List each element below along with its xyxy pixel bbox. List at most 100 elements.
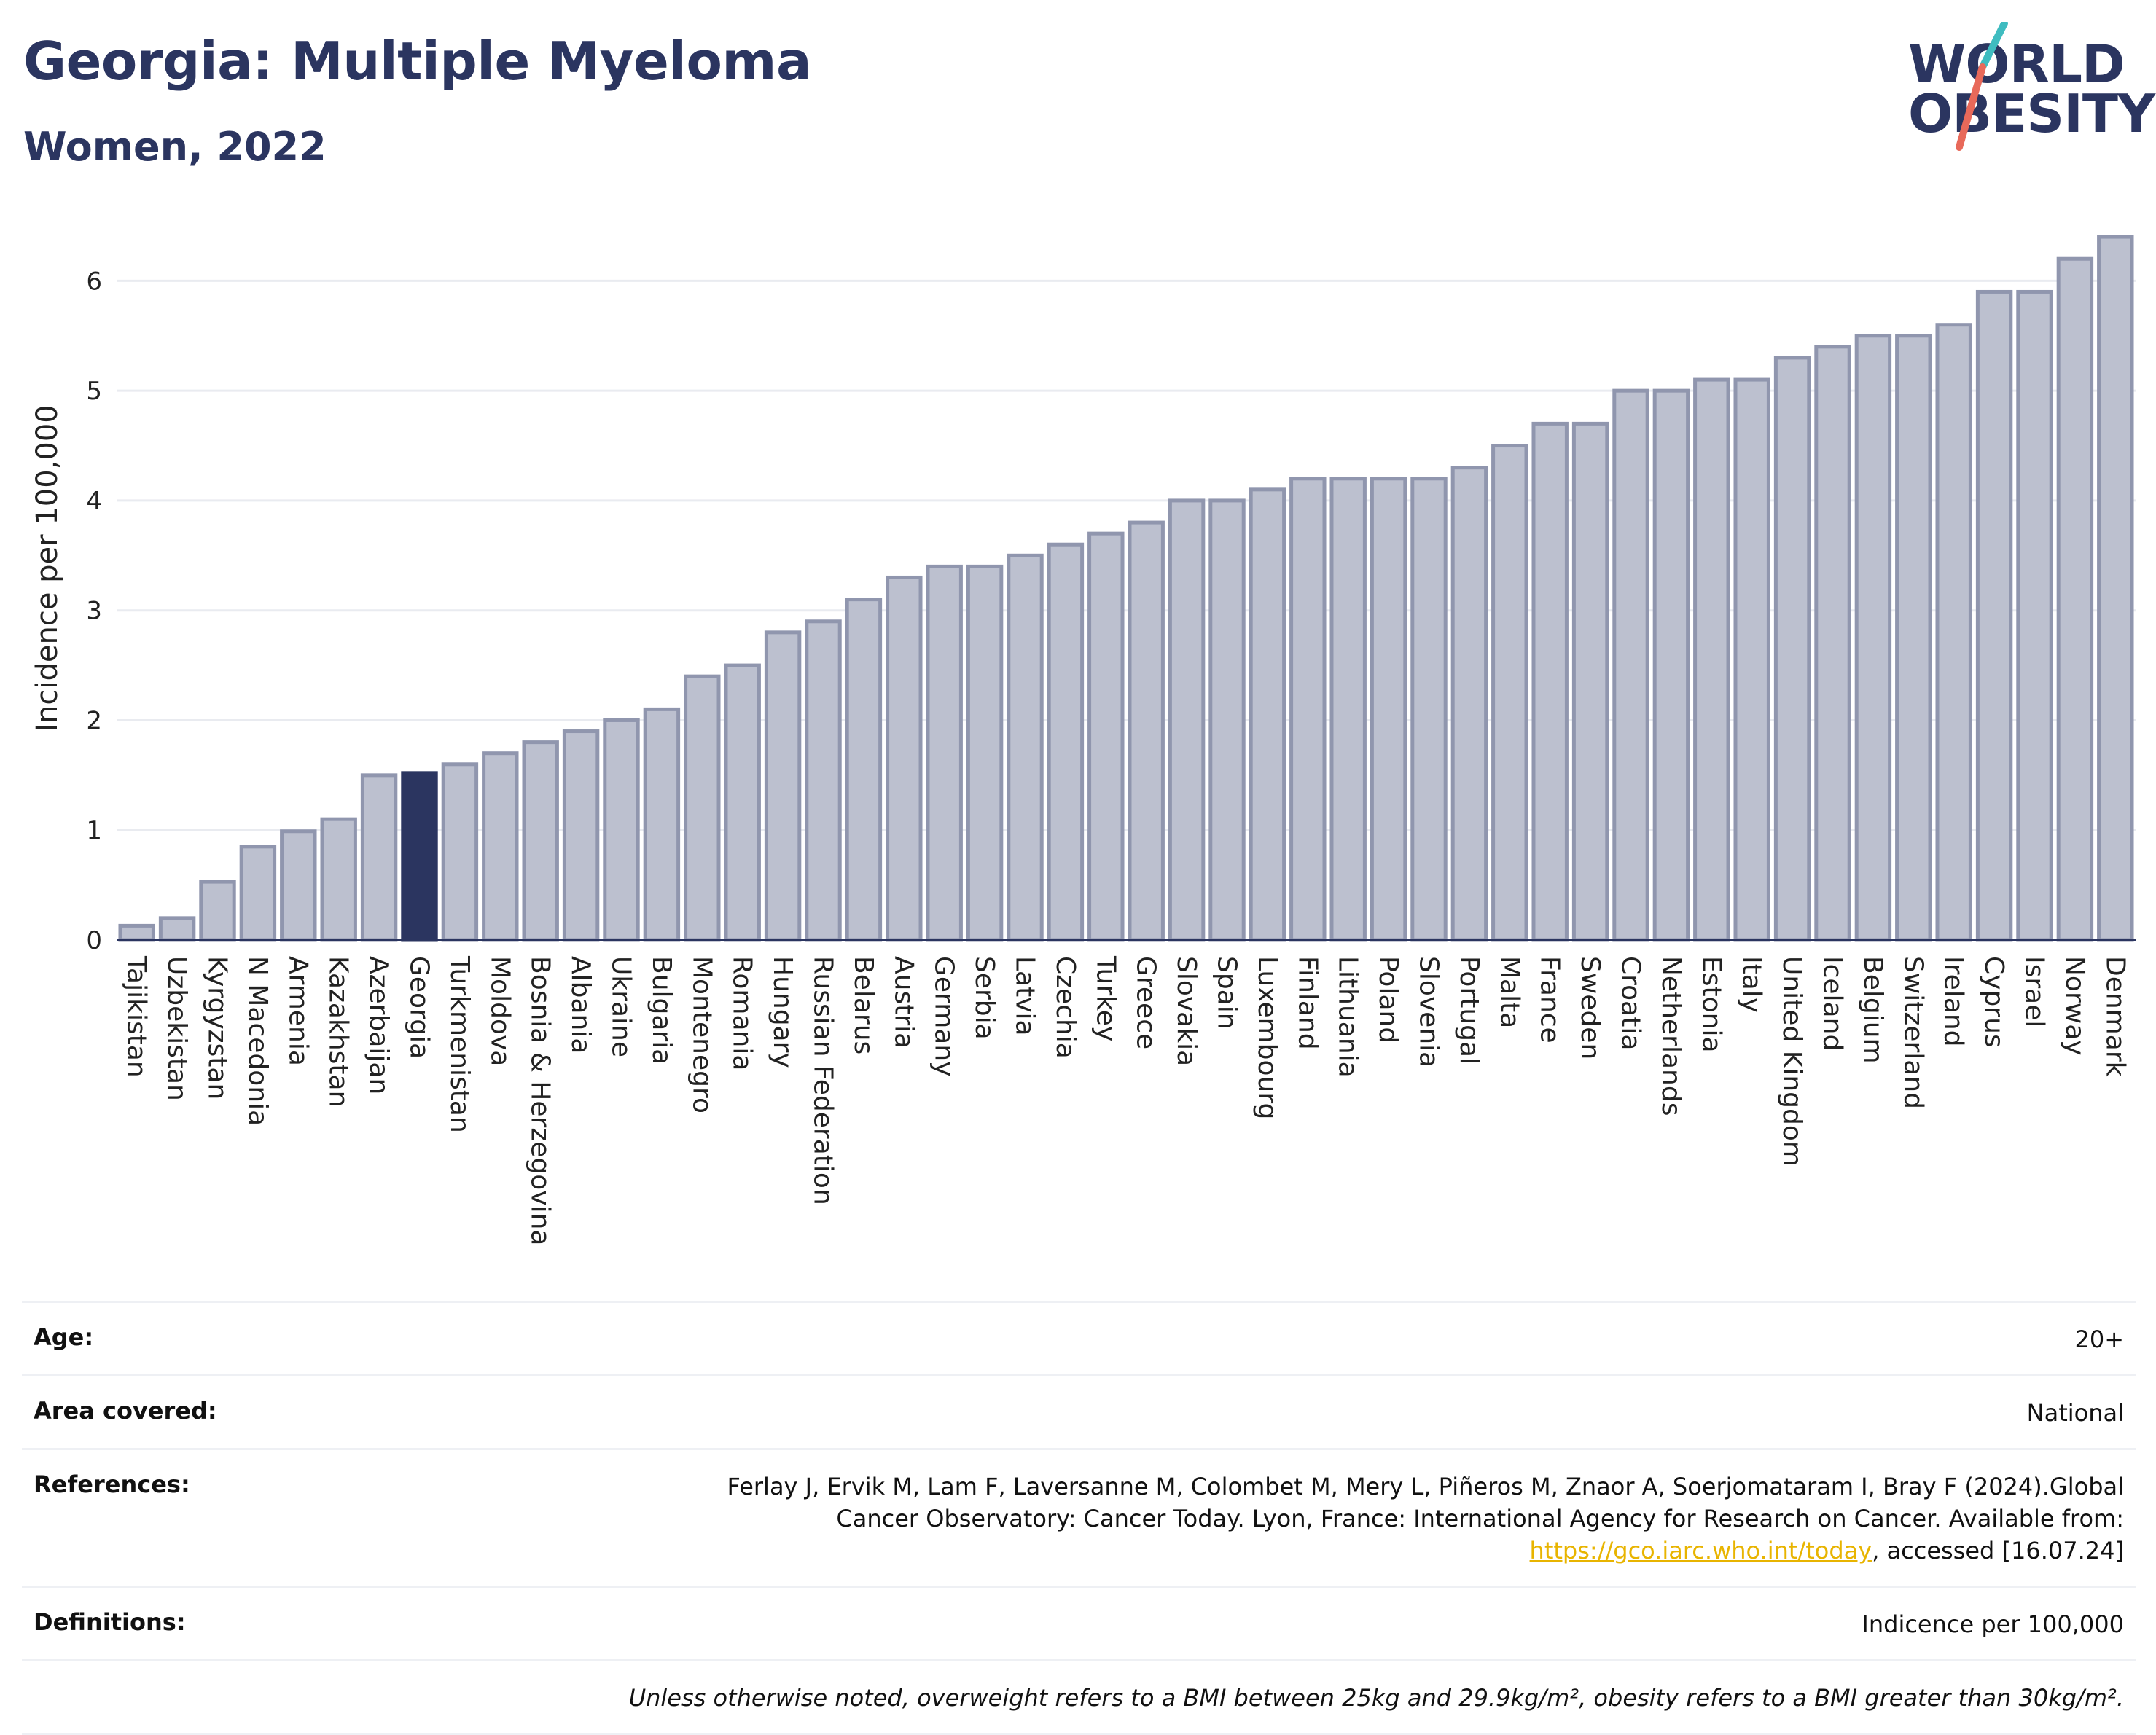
metadata-table: Age: 20+ Area covered: National Referenc… xyxy=(22,1301,2136,1735)
x-tick-label: Ireland xyxy=(1939,956,1969,1047)
x-tick-label: Albania xyxy=(566,956,595,1054)
x-tick-label: Finland xyxy=(1292,956,1322,1050)
x-tick-label: Austria xyxy=(888,956,918,1049)
x-tick-label: Serbia xyxy=(969,956,999,1040)
x-tick-label: Denmark xyxy=(2100,956,2130,1077)
bar xyxy=(2016,289,2053,942)
x-tick-label: Cyprus xyxy=(1979,956,2009,1048)
x-tick-label: Romania xyxy=(727,956,757,1070)
meta-label-references: References: xyxy=(34,1470,190,1498)
bar xyxy=(441,762,479,942)
x-tick-label: Netherlands xyxy=(1656,956,1686,1116)
x-tick-label: Kyrgyzstan xyxy=(203,956,233,1100)
x-tick-label: Ukraine xyxy=(606,956,636,1057)
x-tick-label: Russian Federation xyxy=(808,956,838,1205)
bar xyxy=(764,630,802,942)
bar xyxy=(1007,553,1044,942)
logo-line1: WORLD xyxy=(1908,34,2125,95)
bar xyxy=(805,619,842,942)
x-tick-label: Turkey xyxy=(1090,955,1120,1041)
y-tick-label: 4 xyxy=(86,487,102,516)
meta-row-references: References: Ferlay J, Ervik M, Lam F, La… xyxy=(22,1450,2136,1588)
x-tick-label: Czechia xyxy=(1050,956,1080,1059)
x-tick-label: Bulgaria xyxy=(647,956,676,1065)
bar xyxy=(562,729,600,942)
bar xyxy=(239,845,277,942)
x-tick-label: Montenegro xyxy=(687,956,716,1113)
bar xyxy=(401,771,438,942)
bar xyxy=(1128,520,1165,942)
x-tick-label: Belgium xyxy=(1858,956,1888,1064)
meta-row-area: Area covered: National xyxy=(22,1376,2136,1450)
y-tick-label: 0 xyxy=(86,926,102,955)
bar xyxy=(280,829,317,942)
bar xyxy=(1693,377,1730,942)
x-tick-label: Switzerland xyxy=(1898,956,1928,1109)
bar xyxy=(118,923,155,942)
bar xyxy=(1854,334,1892,942)
x-tick-label: Kazakhstan xyxy=(324,956,354,1107)
bar xyxy=(1975,289,2013,942)
bar xyxy=(643,707,681,942)
meta-label-area: Area covered: xyxy=(34,1397,217,1425)
x-tick-label: France xyxy=(1535,956,1565,1043)
bar xyxy=(845,598,883,942)
bar xyxy=(1249,487,1286,942)
world-obesity-logo: WORLD OBESITY xyxy=(1902,22,2155,153)
bar xyxy=(1370,477,1407,942)
x-tick-label: Estonia xyxy=(1696,956,1726,1053)
meta-value-references: Ferlay J, Ervik M, Lam F, Laversanne M, … xyxy=(652,1470,2124,1567)
meta-row-age: Age: 20+ xyxy=(22,1303,2136,1376)
bar xyxy=(684,674,721,942)
bar-chart: 0 1 2 3 4 5 6 Incidence per 100,000 Tajikistan Uz… xyxy=(31,235,2136,1245)
x-tick-label: Azerbaijan xyxy=(364,956,394,1094)
x-tick-label: Belarus xyxy=(848,956,878,1054)
x-tick-label: N Macedonia xyxy=(243,956,273,1126)
y-tick-label: 2 xyxy=(86,706,102,735)
bar xyxy=(1773,356,1811,942)
meta-note: Unless otherwise noted, overweight refer… xyxy=(628,1684,2124,1712)
x-tick-label: Uzbekistan xyxy=(162,956,192,1101)
y-tick-label: 1 xyxy=(86,816,102,845)
bar xyxy=(1612,388,1649,942)
x-tick-label: Germany xyxy=(929,956,959,1076)
references-accessed: , accessed [16.07.24] xyxy=(1872,1537,2124,1564)
meta-label-age: Age: xyxy=(34,1323,94,1351)
bar xyxy=(522,740,559,942)
references-link[interactable]: https://gco.iarc.who.int/today xyxy=(1529,1537,1872,1564)
bar xyxy=(2097,235,2134,942)
bar xyxy=(360,773,398,942)
x-tick-label: Croatia xyxy=(1616,956,1646,1050)
y-tick-label: 5 xyxy=(86,377,102,406)
bar xyxy=(1087,531,1125,942)
x-tick-label: Tajikistan xyxy=(122,955,152,1078)
x-tick-label: Slovakia xyxy=(1171,956,1201,1066)
y-tick-label: 3 xyxy=(86,597,102,626)
logo-line2: OBESITY xyxy=(1908,83,2155,144)
x-tick-label: Turkmenistan xyxy=(445,955,474,1133)
x-tick-label: Hungary xyxy=(768,956,797,1068)
bar xyxy=(603,718,640,942)
x-tick-label: Bosnia & Herzegovina xyxy=(526,956,555,1245)
x-tick-label: Italy xyxy=(1737,956,1767,1013)
meta-value-definitions: Indicence per 100,000 xyxy=(1862,1610,2124,1638)
bar xyxy=(1733,377,1770,942)
x-tick-label: United Kingdom xyxy=(1777,956,1807,1167)
y-tick-label: 6 xyxy=(86,267,102,296)
x-tick-label: Slovenia xyxy=(1414,956,1444,1068)
bar xyxy=(886,575,923,942)
x-tick-label: Poland xyxy=(1373,956,1403,1043)
bar xyxy=(482,751,519,942)
logo-slash-icon xyxy=(1956,22,2008,151)
bar xyxy=(1935,323,1972,942)
meta-value-area: National xyxy=(2026,1399,2124,1427)
chart-subtitle: Women, 2022 xyxy=(23,124,327,170)
meta-value-age: 20+ xyxy=(2074,1325,2124,1353)
x-tick-label: Luxembourg xyxy=(1252,956,1282,1119)
meta-label-definitions: Definitions: xyxy=(34,1608,186,1636)
bar xyxy=(1491,444,1528,942)
x-tick-label: Sweden xyxy=(1575,956,1605,1060)
meta-row-definitions: Definitions: Indicence per 100,000 xyxy=(22,1588,2136,1661)
bar xyxy=(1047,542,1085,942)
meta-row-note: Unless otherwise noted, overweight refer… xyxy=(22,1661,2136,1735)
